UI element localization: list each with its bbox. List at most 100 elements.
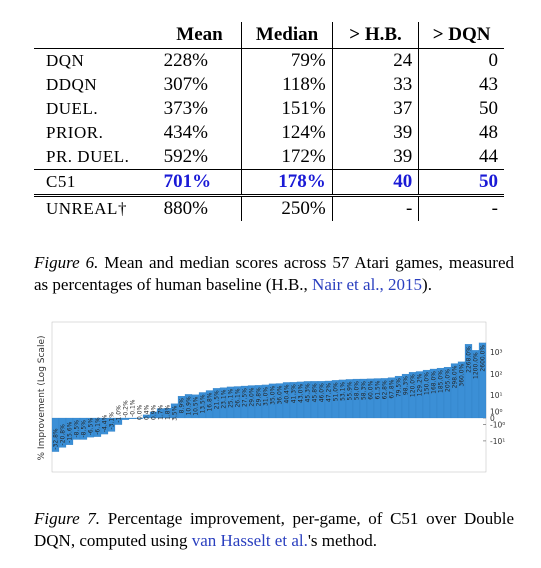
bar-label: 23.1% bbox=[221, 389, 228, 408]
bar-label: 8.9% bbox=[179, 398, 186, 414]
dqn-count: 43 bbox=[479, 74, 498, 95]
hb-count: 39 bbox=[332, 121, 420, 145]
bar-label: 61.5% bbox=[375, 380, 382, 399]
mean-value: 592% bbox=[157, 145, 243, 170]
bar-label: -6.5% bbox=[88, 418, 95, 436]
median-value: 172% bbox=[241, 145, 333, 170]
bar-label: -20.8% bbox=[60, 424, 67, 446]
dqn-count: 50 bbox=[479, 171, 498, 192]
bar-label: 31.0% bbox=[263, 387, 270, 406]
agent-name: DQN bbox=[46, 51, 85, 70]
bar-label: 0.4% bbox=[144, 404, 151, 420]
median-value: 124% bbox=[241, 121, 333, 145]
mean-value: 701% bbox=[157, 169, 243, 196]
bar-label: 29.0% bbox=[249, 387, 256, 406]
improvement-chart: % Improvement (Log Scale) 10³ 10² 10¹ 10⁰ 0 -1… bbox=[34, 320, 518, 476]
mean-value: 307% bbox=[157, 73, 243, 97]
bar-label: -1.0% bbox=[116, 405, 123, 423]
bar-label: 36.0% bbox=[277, 385, 284, 404]
agent-name: PRIOR. bbox=[46, 123, 104, 142]
figure6-tail: ). bbox=[422, 275, 432, 294]
bar-label: 43.0% bbox=[298, 384, 305, 403]
bar-label: 45.3% bbox=[305, 383, 312, 402]
hb-count: 24 bbox=[332, 48, 420, 73]
y-tick-label: 10³ bbox=[490, 348, 503, 357]
bar-label: -15.6% bbox=[67, 421, 74, 443]
bar-label: 205.0% bbox=[445, 369, 452, 392]
table-row: PRIOR. 434% 124% 39 48 bbox=[34, 121, 504, 145]
bar-label: -6.1% bbox=[95, 417, 102, 435]
bar-label: 58.3% bbox=[361, 381, 368, 400]
bar-label: 29.8% bbox=[256, 387, 263, 406]
figure6-label: Figure 6. bbox=[34, 253, 99, 272]
bar-label: 60.0% bbox=[368, 380, 375, 399]
bar-label: 1.8% bbox=[165, 404, 172, 420]
bar-label: 16.8% bbox=[207, 392, 214, 411]
figure6-citation-link[interactable]: Nair et al., 2015 bbox=[312, 275, 423, 294]
y-tick-label: 0 bbox=[490, 414, 495, 423]
hb-count: 39 bbox=[332, 145, 420, 170]
figure7-tail: 's method. bbox=[307, 531, 378, 550]
y-tick-label: 10⁰ bbox=[490, 407, 503, 416]
bar-label: 35.0% bbox=[270, 385, 277, 404]
results-table: Mean Median > H.B. > DQN DQN 228% 79% 24… bbox=[34, 22, 504, 221]
figure7-label: Figure 7. bbox=[34, 509, 101, 528]
table-row-highlighted: C51 701% 178% 40 50 bbox=[34, 169, 504, 196]
agent-name: C51 bbox=[46, 172, 76, 191]
header-mean: Mean bbox=[157, 22, 243, 49]
mean-value: 880% bbox=[157, 195, 243, 221]
bar-label: 3.5% bbox=[172, 405, 179, 421]
agent-name: DDQN bbox=[46, 75, 98, 94]
median-value: 79% bbox=[241, 48, 333, 73]
hb-count: 37 bbox=[332, 97, 420, 121]
y-tick-label: -10⁰ bbox=[490, 421, 505, 430]
dqn-count: 0 bbox=[488, 50, 499, 71]
y-axis-label: % Improvement (Log Scale) bbox=[37, 336, 47, 461]
mean-value: 434% bbox=[157, 121, 243, 145]
header-agent bbox=[34, 22, 158, 49]
chart-bar bbox=[478, 342, 487, 419]
dqn-count: - bbox=[491, 198, 498, 219]
mean-value: 373% bbox=[157, 97, 243, 121]
bar-label: 45.8% bbox=[312, 383, 319, 402]
bar-label: 47.2% bbox=[326, 383, 333, 402]
bar-label: 0.9% bbox=[151, 404, 158, 420]
agent-name: UNREAL† bbox=[46, 199, 127, 218]
table-row: DUEL. 373% 151% 37 50 bbox=[34, 97, 504, 121]
bar-label: 2268.0% bbox=[466, 346, 473, 373]
bar-label: 46.0% bbox=[319, 383, 326, 402]
bar-label: 40.4% bbox=[284, 384, 291, 403]
table-row: PR. DUEL. 592% 172% 39 44 bbox=[34, 145, 504, 170]
bar-label: 62.8% bbox=[382, 380, 389, 399]
bar-label: 120.0% bbox=[410, 374, 417, 397]
bar-label: -32.8% bbox=[53, 428, 60, 450]
bar-label: 13.5% bbox=[200, 394, 207, 413]
dqn-count: 44 bbox=[479, 146, 498, 167]
agent-name: PR. DUEL. bbox=[46, 147, 130, 166]
figure7-citation-link[interactable]: van Hasselt et al. bbox=[191, 531, 308, 550]
bar-label: 168.0% bbox=[431, 371, 438, 394]
bar-label: 10.9% bbox=[186, 396, 193, 415]
bar-label: 298.0% bbox=[452, 365, 459, 388]
bar-label: 185.0% bbox=[438, 370, 445, 393]
figure7-caption: Figure 7. Percentage improvement, per-ga… bbox=[34, 508, 514, 552]
median-value: 118% bbox=[241, 73, 333, 97]
bar-label: 360.0% bbox=[459, 363, 466, 386]
y-tick-label: 10² bbox=[490, 370, 503, 379]
dqn-count: 48 bbox=[479, 122, 498, 143]
dqn-count: 50 bbox=[479, 98, 498, 119]
bar-label: -0.1% bbox=[130, 399, 137, 417]
hb-count: 33 bbox=[332, 73, 420, 97]
median-value: 151% bbox=[241, 97, 333, 121]
bar-label: 98.3% bbox=[403, 376, 410, 395]
chart-bar bbox=[128, 417, 137, 420]
bar-label: -8.5% bbox=[81, 420, 88, 438]
bar-label: 26.1% bbox=[235, 388, 242, 407]
figure6-text: Mean and median scores across 57 Atari g… bbox=[34, 253, 514, 294]
chart-bar bbox=[107, 417, 116, 432]
chart-bar bbox=[135, 417, 144, 419]
bar-label: 1.7% bbox=[158, 404, 165, 420]
bar-label: 53.1% bbox=[340, 382, 347, 401]
bar-label: 67.8% bbox=[389, 379, 396, 398]
bar-label: 0.0% bbox=[137, 404, 144, 420]
